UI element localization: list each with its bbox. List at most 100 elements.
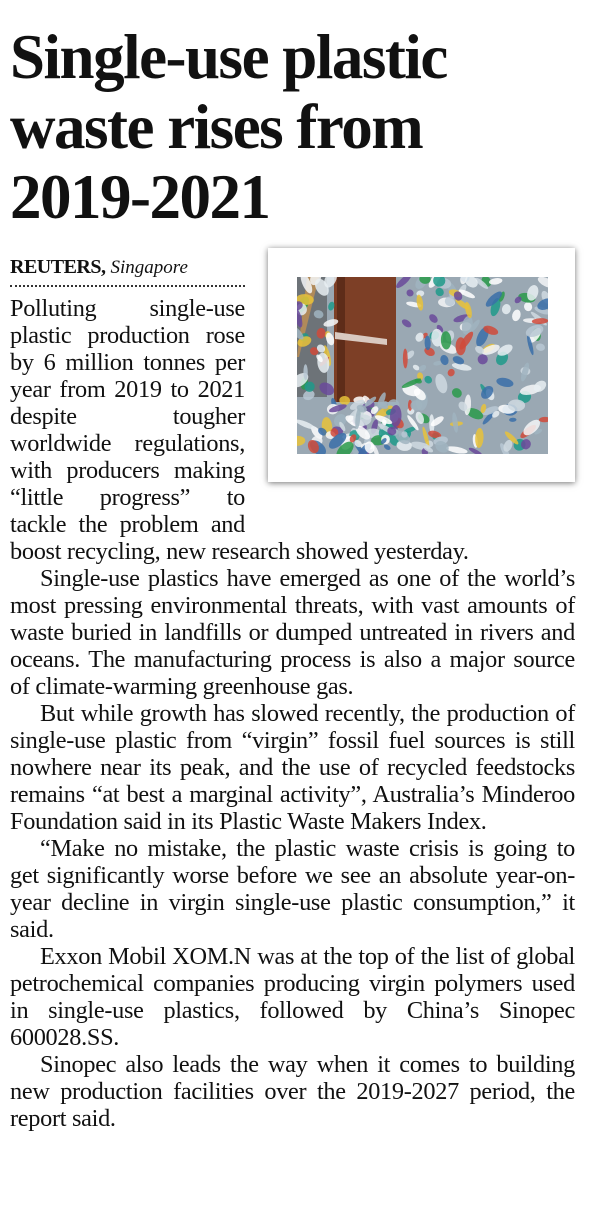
bottle-shape: [380, 438, 387, 445]
bottle-shape: [475, 345, 484, 354]
bottle-shape: [452, 356, 465, 365]
bottle-shape: [314, 278, 329, 296]
bottle-shape: [396, 277, 412, 288]
bottle-shape: [389, 404, 402, 427]
bottle-shape: [407, 415, 419, 431]
bottle-shape: [349, 399, 365, 410]
bottle-shape: [309, 347, 319, 356]
bottle-shape: [350, 446, 364, 454]
paragraph: “Make no mistake, the plastic waste cris…: [10, 835, 575, 943]
bottle-shape: [364, 396, 377, 407]
headline: Single-use plastic waste rises from 2019…: [10, 22, 448, 232]
bottle-shape: [492, 410, 500, 418]
bottle-shape: [413, 388, 426, 401]
article: Single-use plastic waste rises from 2019…: [10, 22, 575, 1132]
bottle-shape: [402, 348, 408, 369]
byline: REUTERS, Singapore: [10, 232, 575, 281]
bottle-shape: [451, 388, 462, 398]
bottle-shape: [509, 417, 517, 422]
bottle-shape: [531, 318, 548, 324]
bottle-shape: [482, 406, 499, 416]
bottle-shape: [464, 302, 472, 319]
figure: [245, 248, 575, 520]
bottle-shape: [453, 291, 463, 301]
bottle-shape: [440, 354, 449, 366]
bottle-shape: [311, 426, 323, 439]
bottle-shape: [418, 364, 427, 372]
bottle-shape: [324, 277, 337, 288]
bottle-shape: [435, 441, 449, 453]
bottle-shape: [415, 411, 425, 424]
bottle-shape: [370, 406, 379, 415]
bottle-shape: [477, 354, 488, 365]
bottle-shape: [476, 327, 489, 347]
bottle-shape: [496, 377, 514, 388]
bottle-shape: [520, 362, 530, 382]
bottle-shape: [424, 335, 431, 351]
bottle-shape: [452, 412, 459, 433]
bottle-shape: [412, 364, 420, 371]
bottle-shape: [428, 430, 442, 439]
bottle-shape: [447, 368, 455, 377]
bottle-shape: [406, 289, 414, 297]
bottle-shape: [468, 447, 482, 454]
bottle-shape: [355, 408, 361, 430]
bottle-shape: [435, 373, 448, 394]
bottle-shape: [316, 344, 326, 353]
bottle-shape: [354, 439, 362, 448]
bottle-shape: [514, 296, 522, 304]
bottle-shape: [316, 327, 326, 339]
bottle-shape: [431, 328, 444, 347]
bottle-shape: [334, 414, 347, 427]
bottle-shape: [440, 331, 452, 350]
bottle-shape: [538, 416, 548, 423]
bottle-shape: [444, 296, 455, 307]
bottle-shape: [325, 332, 335, 346]
bottle-shape: [387, 426, 397, 436]
bottle-shape: [383, 444, 391, 450]
bottle-shape: [534, 429, 543, 435]
bottle-shape: [304, 381, 315, 392]
paragraph: But while growth has slowed recently, th…: [10, 700, 575, 835]
bottle-shape: [469, 319, 480, 333]
bottle-shape: [485, 291, 502, 307]
bottle-shape: [504, 431, 519, 445]
bottle-shape: [424, 375, 433, 384]
bottle-shape: [339, 421, 346, 432]
bottle-shape: [523, 419, 541, 436]
bottle-shape: [328, 301, 335, 311]
bottle-shape: [330, 428, 339, 437]
paragraph: Polluting single-use plastic production …: [10, 295, 469, 565]
bottle-shape: [377, 392, 386, 409]
bottle-shape: [297, 307, 303, 328]
bottle-shape: [499, 291, 505, 302]
bottle-shape: [525, 324, 544, 338]
bottle-shape: [415, 332, 424, 342]
bottle-shape: [297, 419, 316, 430]
bottle-shape: [524, 302, 533, 312]
bottle-shape: [329, 404, 347, 413]
bottle-shape: [407, 399, 413, 411]
bottle-shape: [458, 401, 468, 411]
bottle-shape: [497, 344, 513, 356]
bottle-shape: [339, 395, 351, 405]
bottle-shape: [422, 426, 430, 448]
bottle-shape: [297, 301, 303, 311]
bottle-shape: [401, 431, 408, 438]
paragraph: Single-use plastics have emerged as one …: [10, 565, 575, 700]
bottle-shape: [475, 428, 484, 448]
bottle-shape: [303, 390, 315, 401]
bottle-shape: [527, 334, 534, 356]
bottle-shape: [419, 277, 431, 284]
bottle-shape: [483, 325, 499, 335]
byline-location: Singapore: [110, 257, 188, 278]
bottle-shape: [410, 400, 423, 411]
bottle-shape: [433, 277, 446, 287]
bottle-shape: [297, 325, 304, 340]
bottle-shape: [533, 380, 547, 392]
bottle-shape: [406, 350, 415, 359]
photo-frame: [268, 248, 575, 482]
bottle-shape: [375, 405, 394, 419]
paragraph: Sinopec also leads the way when it comes…: [10, 1051, 575, 1132]
paragraph: Exxon Mobil XOM.N was at the top of the …: [10, 943, 575, 1051]
